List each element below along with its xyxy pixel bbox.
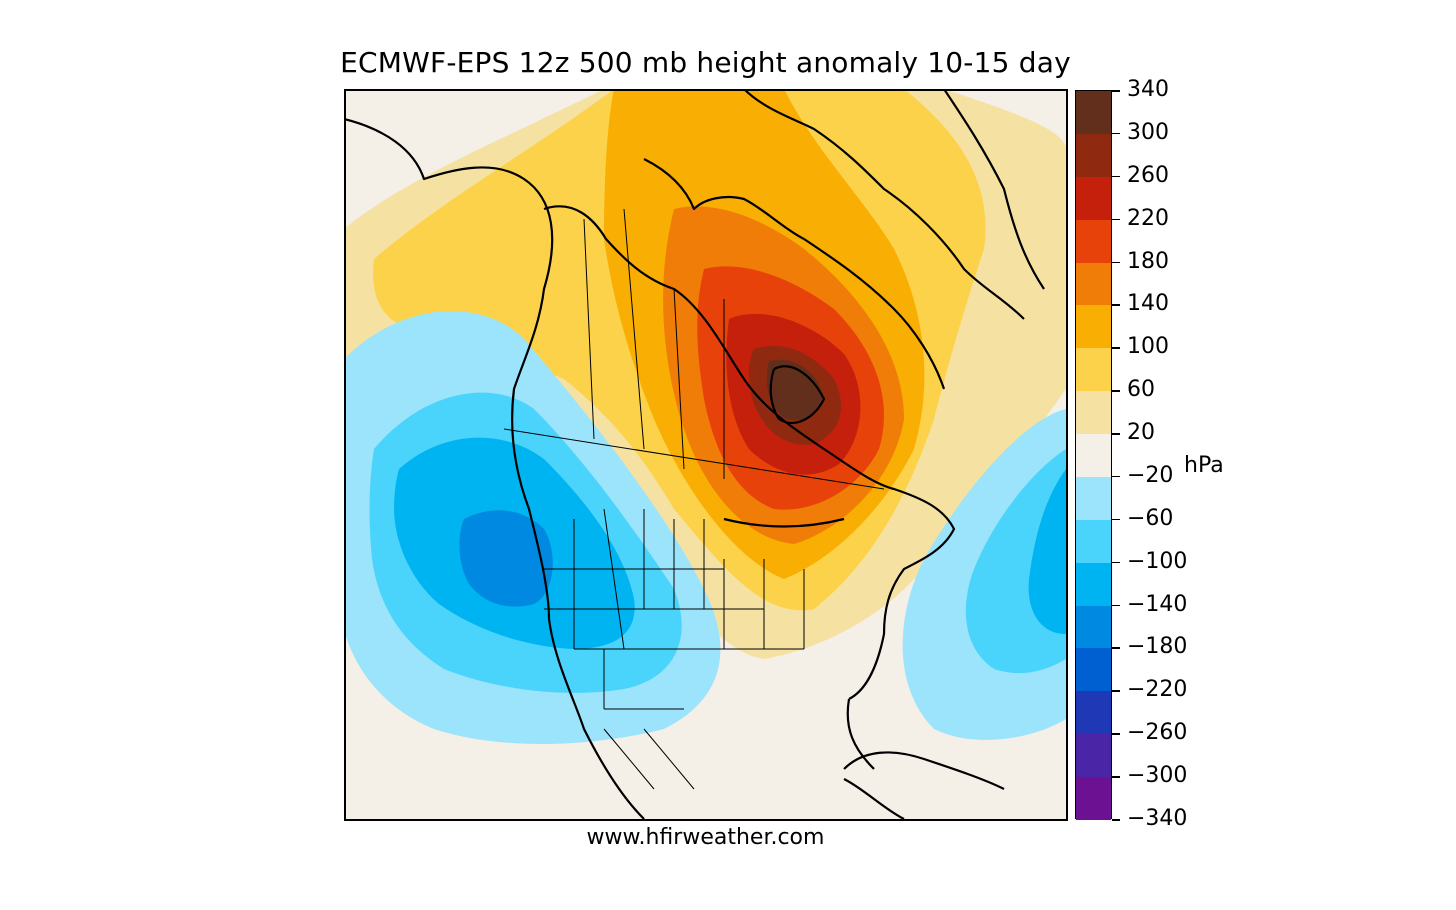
- colorbar-tick: [1112, 819, 1120, 821]
- coastlines: [344, 89, 1045, 819]
- colorbar-tick: [1112, 647, 1120, 649]
- colorbar-tick: [1112, 218, 1120, 221]
- colorbar-segment: [1076, 176, 1111, 221]
- colorbar-tick: [1112, 132, 1120, 135]
- colorbar-segment: [1076, 605, 1111, 649]
- colorbar-tick-label: −180: [1127, 634, 1188, 660]
- colorbar-tick-label: −140: [1127, 591, 1188, 617]
- colorbar-segment: [1076, 391, 1111, 435]
- colorbar-segment: [1076, 91, 1111, 135]
- colorbar-tick-label: −60: [1127, 505, 1174, 531]
- colorbar-segment: [1076, 734, 1111, 778]
- colorbar-segment: [1076, 219, 1111, 264]
- colorbar-segment: [1076, 348, 1111, 392]
- colorbar-tick-label: −20: [1127, 462, 1174, 488]
- colorbar-tick-label: 260: [1127, 162, 1169, 188]
- colorbar-segment: [1076, 562, 1111, 607]
- colorbar-tick: [1112, 776, 1120, 778]
- colorbar-tick: [1112, 690, 1120, 692]
- colorbar-tick: [1112, 347, 1120, 349]
- colorbar-tick: [1112, 390, 1120, 392]
- colorbar-tick-label: −300: [1127, 763, 1188, 789]
- colorbar-tick-label: 220: [1127, 205, 1169, 231]
- contour-300-340: [766, 359, 822, 421]
- colorbar-tick-label: −220: [1127, 677, 1188, 703]
- colorbar-segment: [1076, 133, 1111, 178]
- colorbar-tick: [1112, 561, 1120, 564]
- contour-neg-140: [459, 510, 553, 607]
- anomaly-map: [344, 89, 1066, 819]
- colorbar-tick: [1112, 433, 1120, 435]
- colorbar-tick: [1112, 90, 1120, 92]
- map-title: ECMWF-EPS 12z 500 mb height anomaly 10-1…: [340, 46, 1071, 79]
- colorbar-segment: [1076, 476, 1111, 521]
- colorbar-tick-label: 180: [1127, 248, 1169, 274]
- colorbar-segment: [1076, 777, 1111, 821]
- contour-neg-east-100: [1028, 469, 1066, 634]
- colorbar-tick: [1112, 304, 1120, 306]
- credit-text: www.hfirweather.com: [586, 825, 825, 850]
- colorbar-tick-label: −100: [1127, 548, 1188, 574]
- colorbar-segment: [1076, 262, 1111, 306]
- colorbar: [1075, 90, 1112, 821]
- colorbar-tick: [1112, 175, 1120, 178]
- colorbar-tick: [1112, 518, 1120, 521]
- colorbar-tick-label: 340: [1127, 77, 1169, 102]
- colorbar-tick-label: 140: [1127, 291, 1169, 317]
- colorbar-segment: [1076, 691, 1111, 735]
- colorbar-tick: [1112, 604, 1120, 607]
- colorbar-segment: [1076, 519, 1111, 564]
- colorbar-tick: [1112, 733, 1120, 735]
- colorbar-unit: hPa: [1184, 453, 1224, 478]
- colorbar-tick-label: 20: [1127, 420, 1155, 446]
- colorbar-tick-label: −340: [1127, 806, 1188, 831]
- colorbar-tick-label: 60: [1127, 377, 1155, 403]
- colorbar-segment: [1076, 434, 1111, 478]
- colorbar-tick-label: 100: [1127, 334, 1169, 360]
- colorbar-segment: [1076, 648, 1111, 692]
- colorbar-tick-label: −260: [1127, 720, 1188, 746]
- colorbar-tick-label: 300: [1127, 119, 1169, 145]
- colorbar-tick: [1112, 475, 1120, 478]
- political-borders: [503, 208, 885, 790]
- colorbar-segment: [1076, 305, 1111, 349]
- colorbar-tick: [1112, 261, 1120, 264]
